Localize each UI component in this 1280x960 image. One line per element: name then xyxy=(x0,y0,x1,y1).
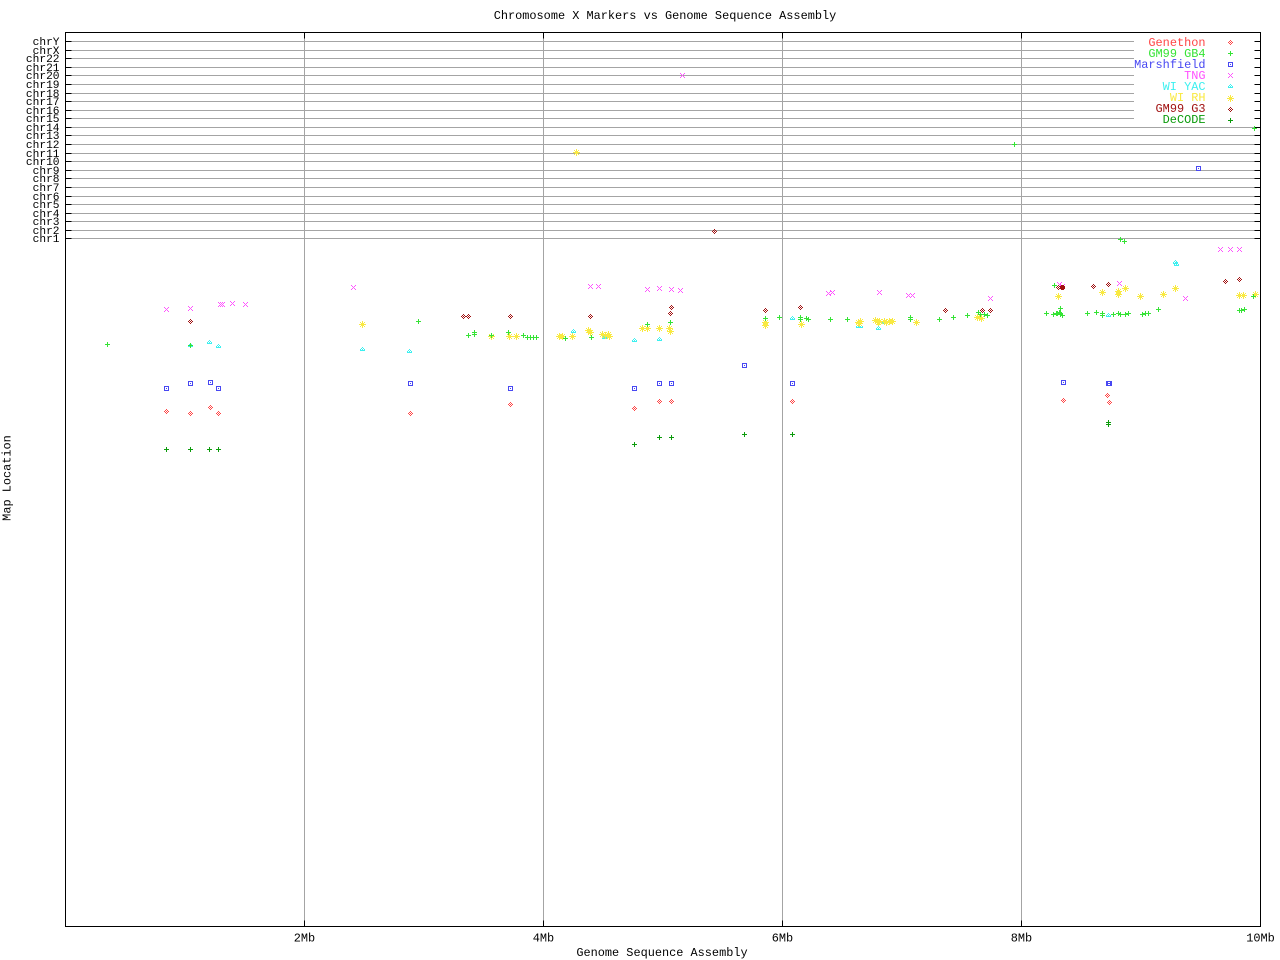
svg-text:chr4: chr4 xyxy=(33,209,60,221)
svg-text:Genome Sequence Assembly: Genome Sequence Assembly xyxy=(576,946,747,960)
svg-text:4Mb: 4Mb xyxy=(533,932,554,946)
svg-text:Map Location: Map Location xyxy=(1,435,15,521)
svg-text:chr6: chr6 xyxy=(33,192,60,204)
svg-text:10Mb: 10Mb xyxy=(1246,932,1275,946)
svg-text:chr18: chr18 xyxy=(26,89,60,101)
svg-text:6Mb: 6Mb xyxy=(772,932,793,946)
svg-text:Genethon: Genethon xyxy=(1148,36,1205,50)
svg-text:chr5: chr5 xyxy=(33,200,60,212)
svg-text:WI YAC: WI YAC xyxy=(1163,80,1206,94)
svg-text:chr10: chr10 xyxy=(26,157,60,169)
svg-text:chrX: chrX xyxy=(33,46,60,58)
svg-text:chr19: chr19 xyxy=(26,80,60,92)
svg-text:Marshfield: Marshfield xyxy=(1134,58,1205,72)
svg-text:chr12: chr12 xyxy=(26,140,60,152)
svg-text:GM99 G3: GM99 G3 xyxy=(1156,102,1206,116)
svg-text:chr21: chr21 xyxy=(26,63,60,75)
svg-text:chr20: chr20 xyxy=(26,71,60,83)
svg-text:DeCODE: DeCODE xyxy=(1163,113,1206,127)
svg-text:chr1: chr1 xyxy=(33,234,60,246)
svg-text:chr15: chr15 xyxy=(26,114,60,126)
svg-text:chr13: chr13 xyxy=(26,131,60,143)
svg-text:2Mb: 2Mb xyxy=(294,932,315,946)
svg-text:chr2: chr2 xyxy=(33,226,60,238)
svg-text:chr9: chr9 xyxy=(33,166,60,178)
svg-text:chr3: chr3 xyxy=(33,217,60,229)
svg-text:Chromosome X Markers vs Genome: Chromosome X Markers vs Genome Sequence … xyxy=(494,9,837,23)
svg-text:8Mb: 8Mb xyxy=(1011,932,1032,946)
svg-text:chr16: chr16 xyxy=(26,106,60,118)
svg-text:chr7: chr7 xyxy=(33,183,60,195)
svg-text:chr17: chr17 xyxy=(26,97,60,109)
svg-text:WI RH: WI RH xyxy=(1170,91,1206,105)
svg-text:TNG: TNG xyxy=(1184,69,1205,83)
svg-text:chr22: chr22 xyxy=(26,54,60,66)
svg-text:chr14: chr14 xyxy=(26,123,60,135)
svg-text:chr11: chr11 xyxy=(26,149,60,161)
svg-text:chr8: chr8 xyxy=(33,174,60,186)
svg-text:GM99 GB4: GM99 GB4 xyxy=(1148,47,1205,61)
svg-text:chrY: chrY xyxy=(33,37,60,49)
